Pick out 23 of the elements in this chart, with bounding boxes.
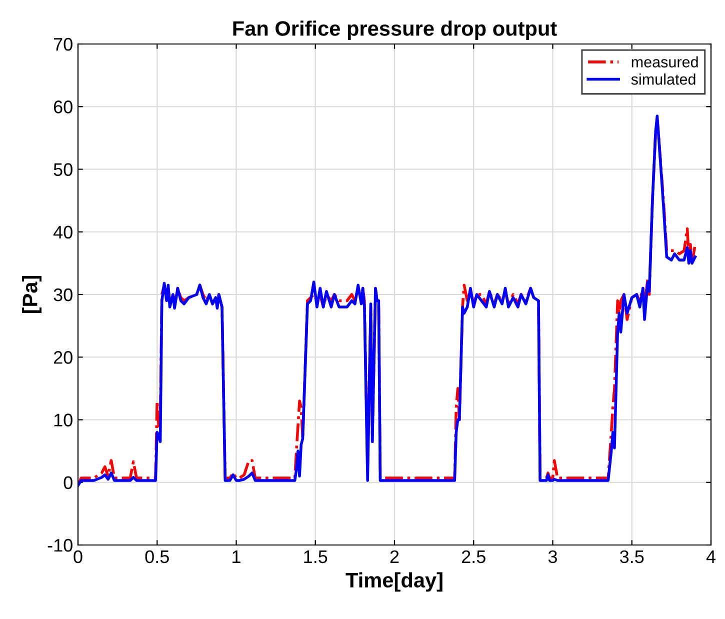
x-tick-label: 1.5 [304,550,328,564]
x-tick-label: 3.5 [620,550,644,564]
y-tick-label: 50 [54,163,72,176]
x-tick-label: 2.5 [462,550,486,564]
legend-label: simulated [631,74,696,85]
y-tick-label: 70 [54,38,72,51]
x-tick-label: 3 [548,550,557,564]
y-tick-label: 20 [54,351,72,364]
y-tick-label: 60 [54,100,72,114]
legend-label: measured [632,56,698,68]
x-tick-label: 4 [706,550,716,563]
chart-title: Fan Orifice pressure drop output [233,20,557,40]
x-tick-label: 2 [390,550,399,563]
x-axis-title: Time[day] [346,572,442,592]
y-tick-label: 10 [54,414,72,426]
x-tick-label: 1 [232,550,240,563]
x-tick-label: 0 [74,550,82,564]
y-axis-title: [Pa] [22,276,42,314]
y-tick-label: 30 [54,288,72,302]
y-tick-label: 0 [64,476,72,490]
y-tick-label: -10 [48,538,72,552]
x-tick-label: 0.5 [145,550,169,564]
y-tick-label: 40 [53,226,72,239]
